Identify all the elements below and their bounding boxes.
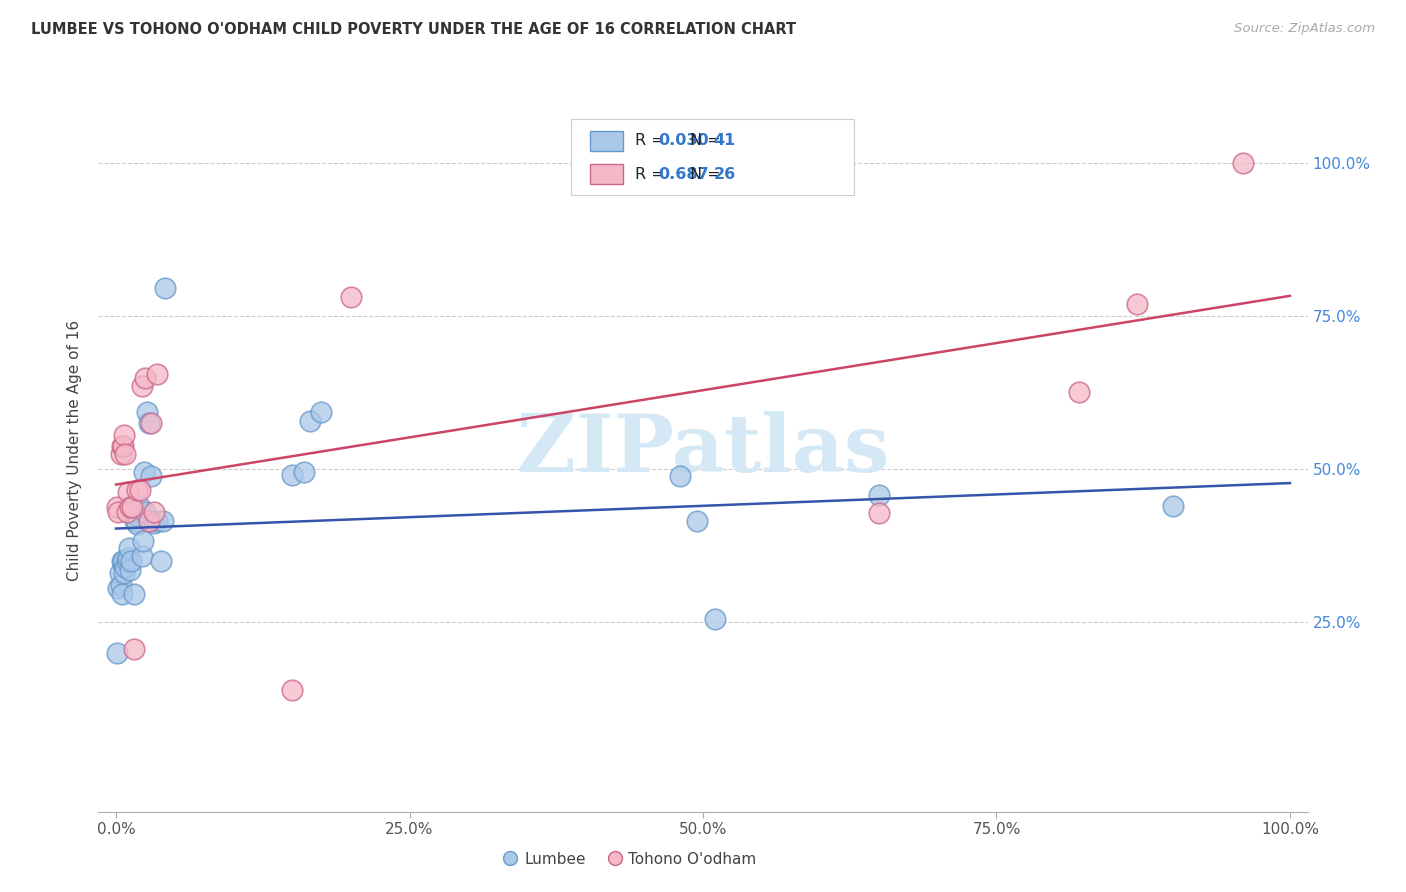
Point (281, 683, 304, 698)
Point (115, 554, 138, 568)
Text: 0.687: 0.687 (658, 167, 709, 182)
Point (152, 514, 174, 528)
Text: R =: R = (634, 167, 669, 182)
Point (111, 439, 134, 453)
Point (131, 379, 153, 393)
Point (118, 541, 141, 556)
Point (146, 514, 169, 528)
Point (121, 500, 143, 514)
Point (117, 485, 139, 500)
Point (1161, 499, 1184, 513)
Point (146, 367, 169, 381)
Point (114, 559, 136, 574)
Point (668, 469, 690, 483)
Point (120, 500, 142, 514)
Point (134, 371, 156, 385)
Point (142, 505, 165, 519)
Text: ZIPatlas: ZIPatlas (517, 411, 889, 490)
Point (135, 405, 157, 419)
Point (141, 416, 163, 430)
Text: Source: ZipAtlas.com: Source: ZipAtlas.com (1234, 22, 1375, 36)
Point (127, 516, 149, 531)
Text: R =: R = (634, 134, 669, 148)
Point (120, 563, 142, 577)
Point (142, 516, 165, 530)
Point (117, 550, 139, 565)
Legend: Lumbee, Tohono O'odham: Lumbee, Tohono O'odham (498, 846, 763, 872)
Point (112, 566, 135, 580)
Point (340, 290, 363, 304)
Point (108, 566, 131, 580)
Point (298, 414, 321, 428)
Point (138, 514, 160, 528)
Point (155, 281, 177, 295)
Text: 26: 26 (714, 167, 737, 182)
Text: LUMBEE VS TOHONO O'ODHAM CHILD POVERTY UNDER THE AGE OF 16 CORRELATION CHART: LUMBEE VS TOHONO O'ODHAM CHILD POVERTY U… (31, 22, 796, 37)
Point (127, 483, 149, 498)
Text: N =: N = (690, 167, 725, 182)
Text: 41: 41 (714, 134, 737, 148)
Point (281, 467, 304, 482)
Point (112, 439, 135, 453)
Point (132, 534, 155, 549)
Point (1067, 385, 1090, 400)
Point (868, 506, 890, 520)
Y-axis label: Child Poverty Under the Age of 16: Child Poverty Under the Age of 16 (67, 320, 83, 581)
Point (107, 581, 129, 595)
Point (124, 514, 146, 528)
Point (149, 554, 172, 568)
Point (105, 500, 128, 514)
Point (111, 554, 134, 568)
Point (138, 416, 160, 430)
Point (292, 465, 315, 479)
Text: N =: N = (690, 134, 725, 148)
Point (141, 469, 163, 483)
Point (107, 505, 129, 519)
Point (868, 487, 890, 501)
Point (1232, 155, 1254, 169)
Point (134, 505, 156, 519)
Point (686, 514, 709, 528)
Point (131, 549, 153, 563)
Point (128, 483, 150, 498)
Point (110, 578, 132, 592)
Point (111, 587, 134, 601)
Point (311, 405, 333, 419)
Point (1126, 296, 1149, 310)
Point (112, 428, 135, 442)
Point (105, 646, 128, 660)
Point (125, 508, 148, 522)
Text: 0.030: 0.030 (658, 134, 709, 148)
Point (128, 500, 150, 514)
Point (115, 505, 138, 519)
Point (120, 554, 142, 568)
Point (122, 642, 145, 657)
Point (114, 446, 136, 460)
Point (134, 465, 156, 479)
Point (110, 446, 132, 460)
Point (703, 612, 725, 626)
Point (112, 554, 135, 568)
Point (122, 587, 145, 601)
Point (112, 557, 135, 571)
